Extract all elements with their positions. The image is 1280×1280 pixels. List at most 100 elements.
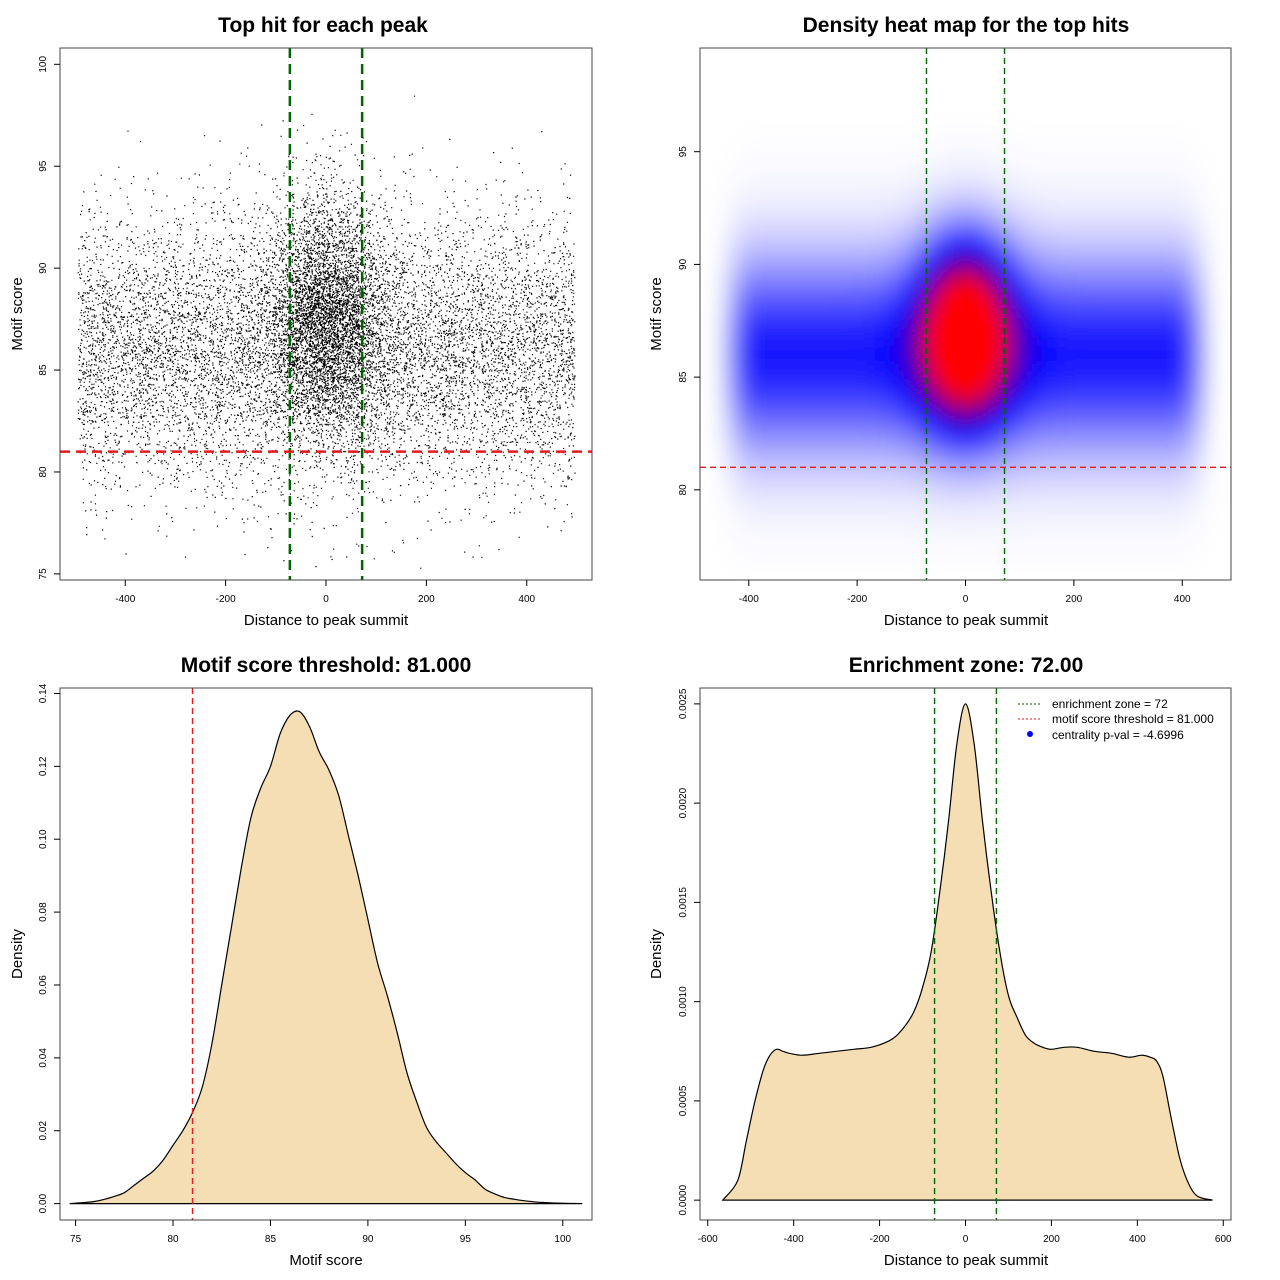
heatmap-cell	[857, 77, 868, 89]
heatmap-cell	[1024, 383, 1036, 394]
heatmap-cell	[906, 87, 918, 99]
heatmap-cell	[778, 264, 790, 276]
heatmap-cell	[985, 373, 996, 384]
heatmap-cell	[837, 422, 849, 434]
heatmap-cell	[1162, 392, 1173, 404]
heatmap-cell	[1073, 274, 1085, 286]
heatmap-cell	[1073, 156, 1085, 168]
heatmap-cell	[1024, 323, 1036, 335]
heatmap-cell	[965, 245, 977, 256]
heatmap-cell	[926, 245, 937, 256]
y-tick-label: 0.14	[38, 683, 49, 703]
heatmap-cell	[1162, 323, 1173, 335]
heatmap-cell	[1014, 481, 1026, 493]
heatmap-cell	[1054, 117, 1065, 128]
heatmap-cell	[877, 343, 888, 355]
heatmap-cell	[1073, 570, 1085, 580]
heatmap-cell	[965, 501, 977, 512]
heatmap-cell	[739, 304, 750, 315]
heatmap-cell	[995, 363, 1006, 374]
heatmap-cell	[965, 451, 977, 463]
heatmap-cell	[729, 422, 741, 434]
heatmap-cell	[1142, 353, 1154, 365]
heatmap-cell	[886, 481, 898, 493]
heatmap-cell	[1083, 136, 1095, 148]
heatmap-cell	[749, 284, 760, 296]
heatmap-cell	[985, 471, 996, 483]
heatmap-cell	[1034, 422, 1045, 434]
heatmap-cell	[759, 540, 770, 552]
heatmap-cell	[867, 314, 878, 325]
heatmap-cell	[700, 402, 711, 414]
heatmap-cell	[877, 205, 888, 217]
heatmap-cell	[788, 451, 800, 463]
y-tick-label: 0.0015	[678, 887, 689, 918]
heatmap-cell	[719, 77, 731, 89]
heatmap-cell	[759, 392, 770, 404]
heatmap-cell	[837, 166, 849, 177]
heatmap-cell	[1172, 560, 1183, 571]
heatmap-cell	[995, 511, 1006, 522]
heatmap-cell	[1063, 540, 1075, 552]
heatmap-cell	[1221, 254, 1231, 266]
heatmap-cell	[896, 314, 908, 325]
heatmap-cell	[1211, 254, 1222, 266]
heatmap-cell	[936, 412, 947, 424]
heatmap-cell	[886, 550, 898, 562]
heatmap-cell	[965, 373, 977, 384]
heatmap-cell	[936, 491, 947, 502]
heatmap-cell	[896, 57, 908, 69]
heatmap-cell	[857, 166, 868, 177]
heatmap-cell	[1073, 254, 1085, 266]
heatmap-cell	[1132, 176, 1144, 187]
heatmap-cell	[995, 560, 1006, 571]
heatmap-cell	[798, 471, 809, 483]
heatmap-cell	[886, 166, 898, 177]
heatmap-cell	[965, 422, 977, 434]
heatmap-cell	[975, 343, 986, 355]
heatmap-cell	[1073, 87, 1085, 99]
heatmap-cell	[945, 254, 957, 266]
heatmap-cell	[896, 294, 908, 305]
heatmap-cell	[985, 126, 996, 138]
heatmap-cell	[700, 511, 711, 522]
heatmap-cell	[749, 97, 760, 108]
heatmap-cell	[1004, 451, 1016, 463]
heatmap-cell	[837, 254, 849, 266]
heatmap-cell	[1093, 107, 1104, 118]
heatmap-cell	[837, 471, 849, 483]
heatmap-cell	[1191, 550, 1203, 562]
heatmap-cell	[1122, 363, 1134, 374]
heatmap-cell	[1172, 215, 1183, 227]
heatmap-cell	[1191, 373, 1203, 384]
heatmap-cell	[867, 353, 878, 365]
heatmap-cell	[847, 501, 859, 512]
heatmap-cell	[709, 245, 721, 256]
heatmap-cell	[995, 77, 1006, 89]
heatmap-cell	[1024, 314, 1036, 325]
heatmap-cell	[857, 422, 868, 434]
heatmap-cell	[1221, 491, 1231, 502]
heatmap-cell	[719, 107, 731, 118]
heatmap-cell	[857, 195, 868, 207]
heatmap-cell	[1162, 333, 1173, 345]
heatmap-cell	[1201, 314, 1213, 325]
heatmap-cell	[1004, 215, 1016, 227]
heatmap-cell	[896, 97, 908, 108]
heatmap-cell	[759, 323, 770, 335]
heatmap-cell	[1113, 461, 1124, 473]
heatmap-cell	[788, 501, 800, 512]
heatmap-cell	[1142, 117, 1154, 128]
heatmap-cell	[798, 205, 809, 217]
heatmap-cell	[1004, 333, 1016, 345]
heatmap-cell	[778, 126, 790, 138]
heatmap-cell	[1044, 264, 1055, 276]
heatmap-cell	[837, 215, 849, 227]
heatmap-cell	[1054, 422, 1065, 434]
heatmap-cell	[1162, 314, 1173, 325]
heatmap-cell	[1063, 294, 1075, 305]
heatmap-cell	[906, 77, 918, 89]
heatmap-cell	[700, 77, 711, 89]
heatmap-cell	[1044, 67, 1055, 79]
heatmap-cell	[936, 353, 947, 365]
